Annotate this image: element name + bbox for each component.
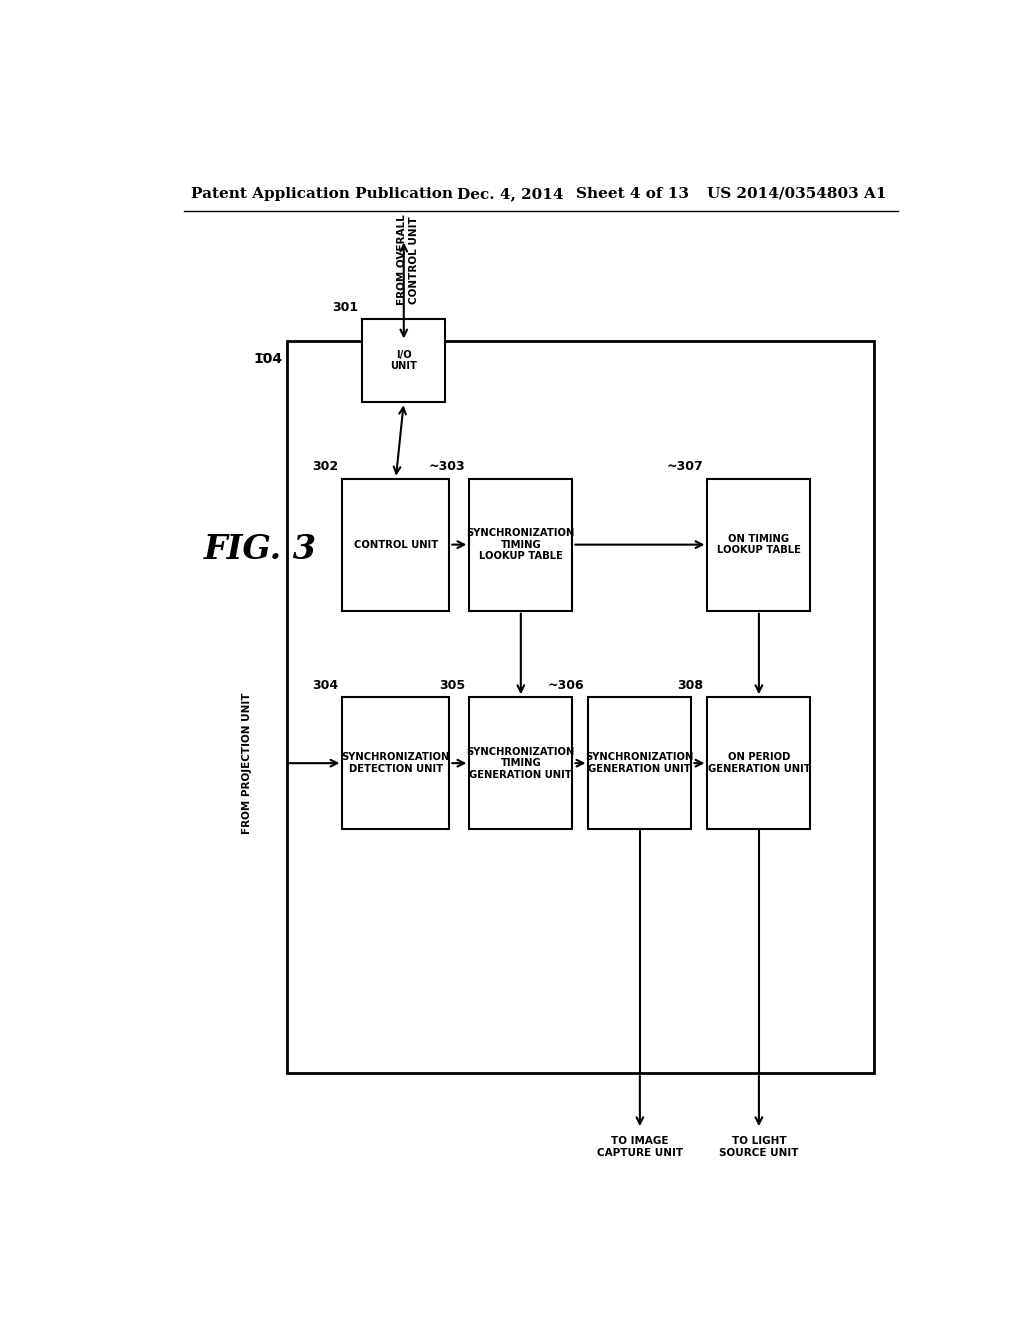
Text: TO IMAGE
CAPTURE UNIT: TO IMAGE CAPTURE UNIT — [597, 1137, 683, 1158]
Text: US 2014/0354803 A1: US 2014/0354803 A1 — [708, 187, 887, 201]
Text: Sheet 4 of 13: Sheet 4 of 13 — [577, 187, 689, 201]
Bar — [708, 697, 811, 829]
Text: ~: ~ — [254, 346, 267, 362]
Text: ~306: ~306 — [548, 678, 585, 692]
Bar — [287, 342, 874, 1073]
Text: Dec. 4, 2014: Dec. 4, 2014 — [458, 187, 564, 201]
Text: ON PERIOD
GENERATION UNIT: ON PERIOD GENERATION UNIT — [708, 752, 810, 774]
Bar — [469, 697, 572, 829]
Text: I/O
UNIT: I/O UNIT — [390, 350, 417, 371]
Text: 302: 302 — [312, 461, 338, 474]
Text: SYNCHRONIZATION
DETECTION UNIT: SYNCHRONIZATION DETECTION UNIT — [342, 752, 450, 774]
Text: SYNCHRONIZATION
GENERATION UNIT: SYNCHRONIZATION GENERATION UNIT — [586, 752, 694, 774]
Text: 104: 104 — [254, 351, 283, 366]
Text: TO LIGHT
SOURCE UNIT: TO LIGHT SOURCE UNIT — [719, 1137, 799, 1158]
Bar — [469, 479, 572, 611]
Text: ON TIMING
LOOKUP TABLE: ON TIMING LOOKUP TABLE — [717, 533, 801, 556]
Text: FIG. 3: FIG. 3 — [204, 533, 316, 566]
Text: ~303: ~303 — [429, 461, 465, 474]
Text: FROM PROJECTION UNIT: FROM PROJECTION UNIT — [242, 693, 252, 834]
Text: CONTROL UNIT: CONTROL UNIT — [353, 540, 438, 549]
Bar — [362, 319, 445, 403]
Text: ~307: ~307 — [667, 461, 703, 474]
Bar — [342, 697, 450, 829]
Bar — [708, 479, 811, 611]
Text: SYNCHRONIZATION
TIMING
GENERATION UNIT: SYNCHRONIZATION TIMING GENERATION UNIT — [467, 747, 575, 780]
Text: 304: 304 — [312, 678, 338, 692]
Text: Patent Application Publication: Patent Application Publication — [191, 187, 454, 201]
Text: FROM OVERALL
CONTROL UNIT: FROM OVERALL CONTROL UNIT — [397, 214, 419, 305]
Text: 305: 305 — [439, 678, 465, 692]
Text: SYNCHRONIZATION
TIMING
LOOKUP TABLE: SYNCHRONIZATION TIMING LOOKUP TABLE — [467, 528, 575, 561]
Text: 308: 308 — [677, 678, 703, 692]
Text: 301: 301 — [332, 301, 358, 314]
Bar — [342, 479, 450, 611]
Bar — [588, 697, 691, 829]
